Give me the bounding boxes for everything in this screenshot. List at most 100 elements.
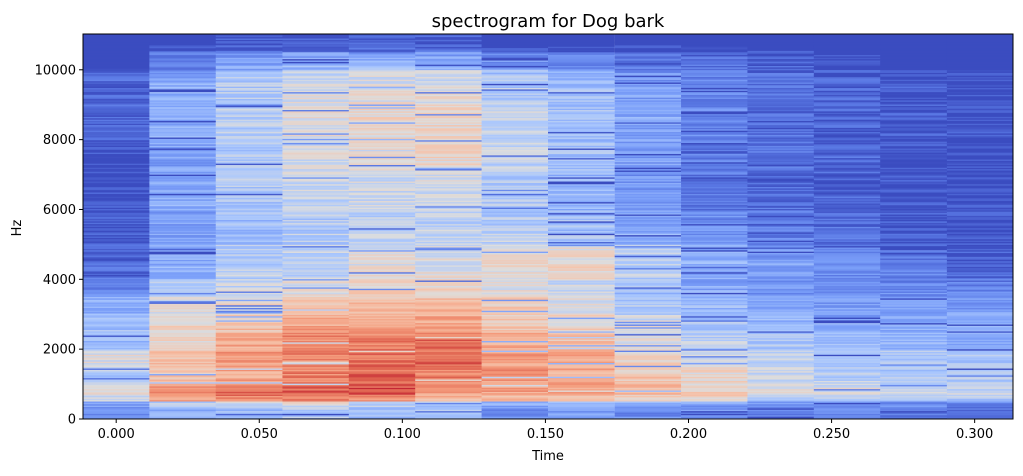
spectrogram-cell [481,102,549,105]
spectrogram-cell [747,388,815,391]
spectrogram-cell [282,292,350,295]
spectrogram-cell [215,57,283,60]
spectrogram-cell [149,46,217,49]
spectrogram-cell [348,266,416,269]
spectrogram-cell [348,405,416,408]
spectrogram-cell [946,62,1014,65]
spectrogram-cell [946,350,1014,353]
spectrogram-cell [681,146,748,149]
spectrogram-cell [282,68,350,71]
spectrogram-cell [215,38,283,40]
spectrogram-cell [614,310,682,313]
spectrogram-cell [614,51,682,54]
spectrogram-cell [880,302,948,304]
spectrogram-cell [481,159,549,161]
spectrogram-cell [83,166,150,168]
spectrogram-cell [548,57,615,60]
spectrogram-cell [215,266,283,269]
spectrogram-cell [813,394,881,397]
spectrogram-cell [813,126,881,128]
spectrogram-cell [215,311,283,314]
spectrogram-cell [946,100,1014,102]
spectrogram-cell [215,221,283,223]
spectrogram-cell [215,205,283,208]
spectrogram-cell [215,238,283,241]
spectrogram-cell [946,284,1014,287]
spectrogram-cell [880,289,948,292]
spectrogram-cell [149,237,217,240]
spectrogram-cell [149,357,217,359]
spectrogram-cell [83,381,150,384]
spectrogram-cell [614,142,682,145]
spectrogram-cell [614,82,682,84]
spectrogram-cell [415,116,483,119]
spectrogram-cell [215,401,283,403]
spectrogram-cell [481,131,549,134]
spectrogram-cell [282,313,350,315]
spectrogram-cell [83,321,150,324]
spectrogram-cell [481,112,549,115]
spectrogram-cell [282,210,350,212]
spectrogram-cell [946,409,1014,412]
spectrogram-cell [813,160,881,163]
spectrogram-cell [348,248,416,251]
spectrogram-cell [348,193,416,196]
spectrogram-cell [946,82,1014,84]
spectrogram-cell [880,212,948,215]
spectrogram-cell [215,193,283,196]
spectrogram-cell [681,232,748,234]
spectrogram-cell [813,293,881,296]
spectrogram-cell [880,148,948,150]
spectrogram-cell [747,219,815,222]
spectrogram-cell [83,113,150,116]
spectrogram-cell [149,83,217,86]
spectrogram-cell [813,245,881,248]
spectrogram-cell [149,134,217,137]
spectrogram-cell [415,101,483,104]
spectrogram-cell [481,291,549,293]
spectrogram-cell [481,325,549,328]
spectrogram-cell [415,322,483,325]
spectrogram-cell [282,333,350,336]
spectrogram-cell [614,273,682,276]
spectrogram-cell [415,47,483,50]
spectrogram-cell [83,76,150,79]
spectrogram-cell [681,152,748,155]
spectrogram-cell [548,368,615,370]
spectrogram-cell [481,150,549,153]
spectrogram-cell [215,395,283,398]
spectrogram-cell [481,175,549,178]
spectrogram-cell [415,91,483,94]
spectrogram-cell [348,35,416,38]
spectrogram-cell [83,339,150,342]
spectrogram-cell [215,342,283,344]
spectrogram-cell [614,347,682,350]
spectrogram-cell [946,399,1014,402]
spectrogram-cell [813,203,881,205]
spectrogram-cell [215,179,283,182]
spectrogram-cell [880,149,948,152]
spectrogram-cell [880,119,948,122]
spectrogram-cell [548,254,615,256]
spectrogram-cell [149,204,217,207]
spectrogram-cell [548,277,615,280]
spectrogram-cell [880,175,948,178]
spectrogram-cell [614,252,682,255]
spectrogram-cell [282,249,350,252]
spectrogram-cell [880,157,948,160]
spectrogram-cell [348,105,416,108]
spectrogram-cell [880,245,948,248]
x-axis: 0.000 0.050 0.100 0.150 0.200 0.250 0.300 [98,419,993,442]
spectrogram-cell [481,310,549,313]
spectrogram-cell [681,233,748,236]
spectrogram-cell [880,402,948,405]
spectrogram-cell [681,249,748,252]
spectrogram-cell [348,320,416,322]
spectrogram-cell [614,67,682,69]
spectrogram-cell [747,123,815,126]
spectrogram-cell [83,178,150,181]
spectrogram-cell [946,79,1014,82]
spectrogram-cell [880,138,948,141]
spectrogram-cell [282,241,350,244]
spectrogram-cell [481,133,549,135]
